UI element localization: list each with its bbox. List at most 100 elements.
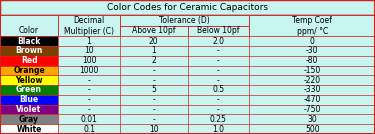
Bar: [249, 56, 375, 66]
Bar: [58, 15, 120, 36]
Bar: [120, 95, 188, 105]
Bar: [58, 36, 120, 46]
Text: Blue: Blue: [20, 95, 39, 104]
Text: -: -: [88, 76, 90, 85]
Bar: [120, 105, 188, 114]
Text: 10: 10: [84, 46, 94, 55]
Text: -: -: [217, 105, 220, 114]
Text: -: -: [88, 85, 90, 94]
Text: -: -: [217, 56, 220, 65]
Bar: [0, 15, 375, 36]
Text: Orange: Orange: [13, 66, 45, 75]
Bar: [58, 105, 120, 114]
Bar: [249, 36, 375, 46]
Text: -330: -330: [303, 85, 321, 94]
Bar: [0, 85, 58, 95]
Text: 1: 1: [87, 37, 92, 46]
Text: Temp Coef
ppm/ °C: Temp Coef ppm/ °C: [292, 16, 332, 36]
Text: 100: 100: [82, 56, 96, 65]
Text: Tolerance (D): Tolerance (D): [159, 16, 210, 25]
Bar: [188, 95, 249, 105]
Bar: [188, 46, 249, 56]
Text: -: -: [152, 76, 155, 85]
Bar: [120, 46, 188, 56]
Text: -750: -750: [303, 105, 321, 114]
Text: -: -: [88, 95, 90, 104]
Text: Gray: Gray: [19, 115, 39, 124]
Bar: [120, 124, 188, 134]
Bar: [188, 36, 249, 46]
Bar: [0, 0, 375, 15]
Bar: [0, 105, 58, 114]
Text: 10: 10: [149, 125, 159, 134]
Bar: [0, 75, 58, 85]
Bar: [188, 105, 249, 114]
Text: 0.25: 0.25: [210, 115, 227, 124]
Bar: [0, 114, 58, 124]
Bar: [188, 124, 249, 134]
Text: -80: -80: [306, 56, 318, 65]
Text: -: -: [152, 95, 155, 104]
Text: -150: -150: [304, 66, 321, 75]
Bar: [188, 56, 249, 66]
Bar: [120, 114, 188, 124]
Bar: [120, 36, 188, 46]
Text: 2: 2: [152, 56, 156, 65]
Text: 0.1: 0.1: [83, 125, 95, 134]
Text: -: -: [152, 115, 155, 124]
Bar: [0, 36, 58, 46]
Bar: [58, 124, 120, 134]
Bar: [188, 75, 249, 85]
Bar: [120, 85, 188, 95]
Bar: [58, 56, 120, 66]
Text: -470: -470: [303, 95, 321, 104]
Bar: [0, 124, 58, 134]
Bar: [249, 85, 375, 95]
Text: -: -: [152, 66, 155, 75]
Bar: [249, 124, 375, 134]
Bar: [120, 75, 188, 85]
Text: Red: Red: [21, 56, 38, 65]
Bar: [58, 66, 120, 75]
Text: -: -: [217, 66, 220, 75]
Text: 0: 0: [310, 37, 315, 46]
Bar: [0, 15, 58, 36]
Text: 500: 500: [305, 125, 320, 134]
Bar: [188, 114, 249, 124]
Text: -: -: [217, 76, 220, 85]
Bar: [58, 95, 120, 105]
Bar: [188, 85, 249, 95]
Text: Color: Color: [19, 27, 39, 36]
Text: White: White: [16, 125, 42, 134]
Bar: [188, 26, 249, 36]
Text: 2.0: 2.0: [212, 37, 224, 46]
Bar: [249, 75, 375, 85]
Text: Color Codes for Ceramic Capacitors: Color Codes for Ceramic Capacitors: [107, 3, 268, 12]
Text: Yellow: Yellow: [15, 76, 43, 85]
Bar: [249, 105, 375, 114]
Bar: [120, 15, 249, 26]
Text: -: -: [152, 105, 155, 114]
Text: Brown: Brown: [15, 46, 43, 55]
Text: 1: 1: [152, 46, 156, 55]
Bar: [0, 95, 58, 105]
Bar: [249, 46, 375, 56]
Text: Violet: Violet: [16, 105, 42, 114]
Bar: [58, 75, 120, 85]
Bar: [249, 95, 375, 105]
Bar: [0, 56, 58, 66]
Text: Decimal
Multiplier (C): Decimal Multiplier (C): [64, 16, 114, 36]
Bar: [120, 56, 188, 66]
Text: Above 10pf: Above 10pf: [132, 27, 176, 36]
Bar: [58, 114, 120, 124]
Text: 1.0: 1.0: [212, 125, 224, 134]
Text: 30: 30: [308, 115, 317, 124]
Text: -30: -30: [306, 46, 318, 55]
Bar: [249, 114, 375, 124]
Text: -: -: [217, 46, 220, 55]
Text: Black: Black: [17, 37, 41, 46]
Bar: [249, 66, 375, 75]
Text: 20: 20: [149, 37, 159, 46]
Text: 1000: 1000: [80, 66, 99, 75]
Text: Below 10pf: Below 10pf: [197, 27, 240, 36]
